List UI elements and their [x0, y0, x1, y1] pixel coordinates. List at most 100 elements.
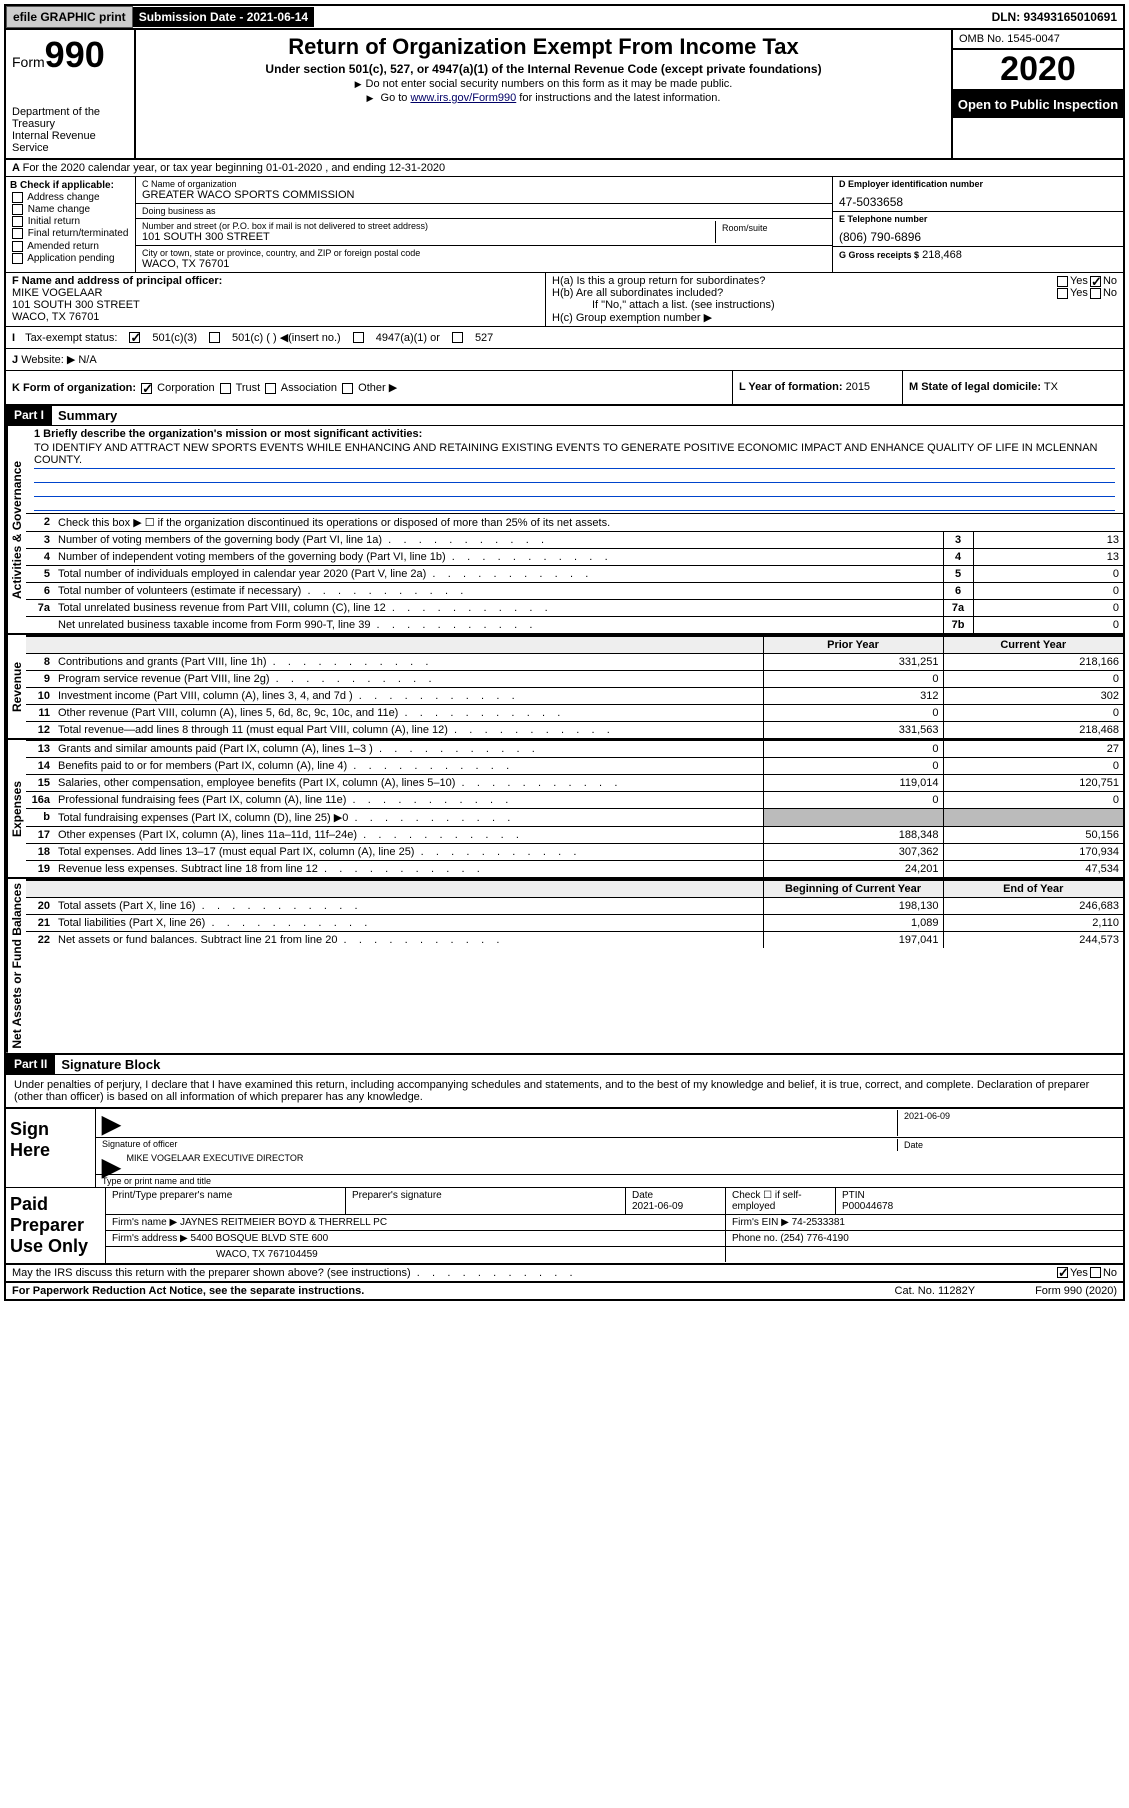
tax-status-label: Tax-exempt status:	[25, 332, 117, 344]
current-year-val: 120,751	[943, 775, 1123, 792]
firm-name: JAYNES REITMEIER BOYD & THERRELL PC	[180, 1217, 387, 1228]
hb-no[interactable]	[1090, 288, 1101, 299]
department: Department of the Treasury Internal Reve…	[12, 106, 128, 154]
opt-application-pending: Application pending	[27, 253, 114, 264]
check-name-change[interactable]	[12, 204, 23, 215]
footer-mid: Cat. No. 11282Y	[895, 1285, 976, 1297]
line-num: 15	[26, 775, 54, 792]
line-num: 9	[26, 671, 54, 688]
date-label: Date	[897, 1139, 1117, 1151]
line-desc: Total liabilities (Part X, line 26)	[54, 915, 763, 932]
phone: (806) 790-6896	[839, 224, 1117, 244]
opt-corp: Corporation	[157, 382, 214, 394]
m-label: M State of legal domicile:	[909, 381, 1041, 393]
footer-right: Form 990 (2020)	[1035, 1285, 1117, 1297]
expenses-table: 13 Grants and similar amounts paid (Part…	[26, 740, 1123, 877]
city-label: City or town, state or province, country…	[142, 248, 826, 258]
check-527[interactable]	[452, 332, 463, 343]
irs-link[interactable]: www.irs.gov/Form990	[410, 92, 516, 104]
check-initial-return[interactable]	[12, 216, 23, 227]
line-num: 12	[26, 722, 54, 739]
current-year-hdr: Current Year	[943, 636, 1123, 654]
firm-phone: (254) 776-4190	[780, 1233, 848, 1244]
form-number: 990	[45, 34, 105, 75]
org-name-label: C Name of organization	[142, 179, 826, 189]
line-desc: Investment income (Part VIII, column (A)…	[54, 688, 763, 705]
prior-year-val: 198,130	[763, 898, 943, 915]
check-501c[interactable]	[209, 332, 220, 343]
check-corp[interactable]	[141, 383, 152, 394]
arrow-icon: ▶	[102, 1110, 120, 1136]
current-year-val: 0	[943, 705, 1123, 722]
opt-527: 527	[475, 332, 493, 344]
check-trust[interactable]	[220, 383, 231, 394]
check-4947[interactable]	[353, 332, 364, 343]
mission-text: TO IDENTIFY AND ATTRACT NEW SPORTS EVENT…	[34, 440, 1115, 469]
check-final-return[interactable]	[12, 228, 23, 239]
prior-year-hdr: Prior Year	[763, 636, 943, 654]
line-num: b	[26, 809, 54, 827]
form-title: Return of Organization Exempt From Incom…	[142, 34, 945, 60]
current-year-val: 218,166	[943, 654, 1123, 671]
current-year-val: 218,468	[943, 722, 1123, 739]
vtab-netassets: Net Assets or Fund Balances	[6, 879, 26, 1053]
line-cell: 4	[943, 549, 973, 566]
check-other[interactable]	[342, 383, 353, 394]
line-desc: Program service revenue (Part VIII, line…	[54, 671, 763, 688]
line-desc: Other revenue (Part VIII, column (A), li…	[54, 705, 763, 722]
current-year-val: 0	[943, 758, 1123, 775]
firm-name-lbl: Firm's name ▶	[112, 1217, 177, 1228]
gross-receipts: 218,468	[922, 249, 962, 261]
current-year-val: 0	[943, 671, 1123, 688]
check-501c3[interactable]	[129, 332, 140, 343]
line-num: 19	[26, 861, 54, 878]
ha-question: H(a) Is this a group return for subordin…	[552, 275, 1055, 287]
line-desc: Total expenses. Add lines 13–17 (must eq…	[54, 844, 763, 861]
firm-addr: 5400 BOSQUE BLVD STE 600	[191, 1233, 329, 1244]
opt-501c: 501(c) ( ) ◀(insert no.)	[232, 331, 341, 344]
check-application-pending[interactable]	[12, 253, 23, 264]
check-amended[interactable]	[12, 241, 23, 252]
check-address-change[interactable]	[12, 192, 23, 203]
vtab-expenses: Expenses	[6, 740, 26, 877]
line-num: 10	[26, 688, 54, 705]
efile-print-button[interactable]: efile GRAPHIC print	[6, 6, 133, 28]
prior-year-val: 0	[763, 792, 943, 809]
bcy-hdr: Beginning of Current Year	[763, 880, 943, 898]
prep-sig-hdr: Preparer's signature	[346, 1188, 626, 1214]
check-assoc[interactable]	[265, 383, 276, 394]
hb-yes[interactable]	[1057, 288, 1068, 299]
ha-no-lbl: No	[1103, 275, 1117, 287]
line-num: 5	[26, 566, 54, 583]
current-year-val: 2,110	[943, 915, 1123, 932]
line-a: A For the 2020 calendar year, or tax yea…	[6, 160, 1123, 177]
ha-no[interactable]	[1090, 276, 1101, 287]
ha-yes[interactable]	[1057, 276, 1068, 287]
current-year-val: 170,934	[943, 844, 1123, 861]
prep-self-emp: Check ☐ if self-employed	[726, 1188, 836, 1214]
line-desc: Number of voting members of the governin…	[54, 532, 943, 549]
discuss-no[interactable]	[1090, 1267, 1101, 1278]
opt-trust: Trust	[236, 382, 261, 394]
submission-date: Submission Date - 2021-06-14	[133, 7, 314, 27]
activities-group: Activities & Governance 1 Briefly descri…	[6, 426, 1123, 635]
sign-date: 2021-06-09	[897, 1110, 1117, 1136]
prior-year-val: 307,362	[763, 844, 943, 861]
row-fh: F Name and address of principal officer:…	[6, 273, 1123, 327]
prep-name-hdr: Print/Type preparer's name	[106, 1188, 346, 1214]
revenue-group: Revenue Prior YearCurrent Year 8 Contrib…	[6, 635, 1123, 740]
year-formation: 2015	[846, 381, 870, 393]
hb-question: H(b) Are all subordinates included?	[552, 287, 1055, 299]
line-num: 16a	[26, 792, 54, 809]
website: N/A	[78, 354, 96, 366]
prior-year-val	[763, 809, 943, 827]
line-desc: Salaries, other compensation, employee b…	[54, 775, 763, 792]
line-desc: Total number of volunteers (estimate if …	[54, 583, 943, 600]
prior-year-val: 331,563	[763, 722, 943, 739]
discuss-yes-lbl: Yes	[1070, 1267, 1088, 1279]
line-desc: Total number of individuals employed in …	[54, 566, 943, 583]
prior-year-val: 0	[763, 758, 943, 775]
note-ssn: Do not enter social security numbers on …	[142, 78, 945, 90]
opt-name-change: Name change	[28, 204, 90, 215]
discuss-yes[interactable]	[1057, 1267, 1068, 1278]
